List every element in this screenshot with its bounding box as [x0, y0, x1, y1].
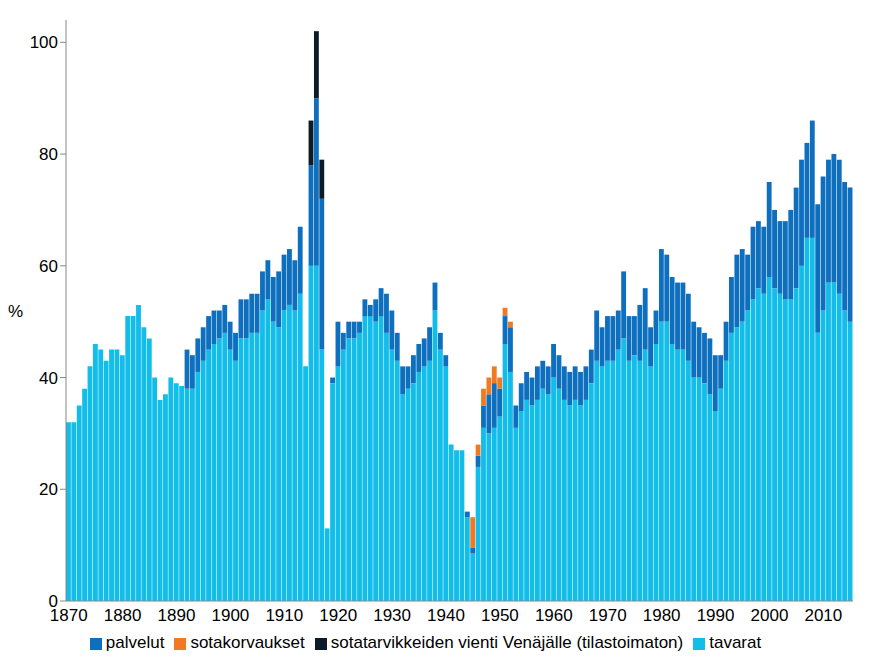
svg-text:0: 0 — [49, 592, 58, 611]
html-text:sotakorvaukset: sotakorvaukset — [190, 633, 305, 652]
svg-text:1960: 1960 — [535, 606, 573, 625]
svg-text:1980: 1980 — [643, 606, 681, 625]
svg-text:1930: 1930 — [373, 606, 411, 625]
html-text:tavarat: tavarat — [709, 633, 762, 652]
svg-text:60: 60 — [39, 257, 58, 276]
svg-text:%: % — [8, 302, 23, 321]
svg-text:1890: 1890 — [158, 606, 196, 625]
svg-text:1900: 1900 — [211, 606, 249, 625]
svg-text:1870: 1870 — [49, 606, 88, 626]
svg-text:1970: 1970 — [589, 606, 627, 625]
svg-text:1920: 1920 — [319, 606, 357, 625]
svg-text:100: 100 — [30, 33, 58, 52]
svg-text:1990: 1990 — [697, 606, 735, 625]
html-text:palvelut: palvelut — [105, 633, 165, 652]
svg-text:1910: 1910 — [265, 606, 303, 625]
svg-text:2000: 2000 — [751, 606, 789, 625]
svg-text:80: 80 — [39, 145, 58, 164]
html-text:sotatarvikkeiden vienti Venäjä: sotatarvikkeiden vienti Venäjälle (tilas… — [330, 633, 684, 652]
svg-text:20: 20 — [39, 480, 58, 499]
svg-text:1880: 1880 — [104, 606, 142, 625]
svg-text:1940: 1940 — [427, 606, 465, 625]
svg-text:1950: 1950 — [481, 606, 519, 625]
svg-text:40: 40 — [39, 369, 58, 388]
svg-text:2010: 2010 — [804, 606, 842, 625]
